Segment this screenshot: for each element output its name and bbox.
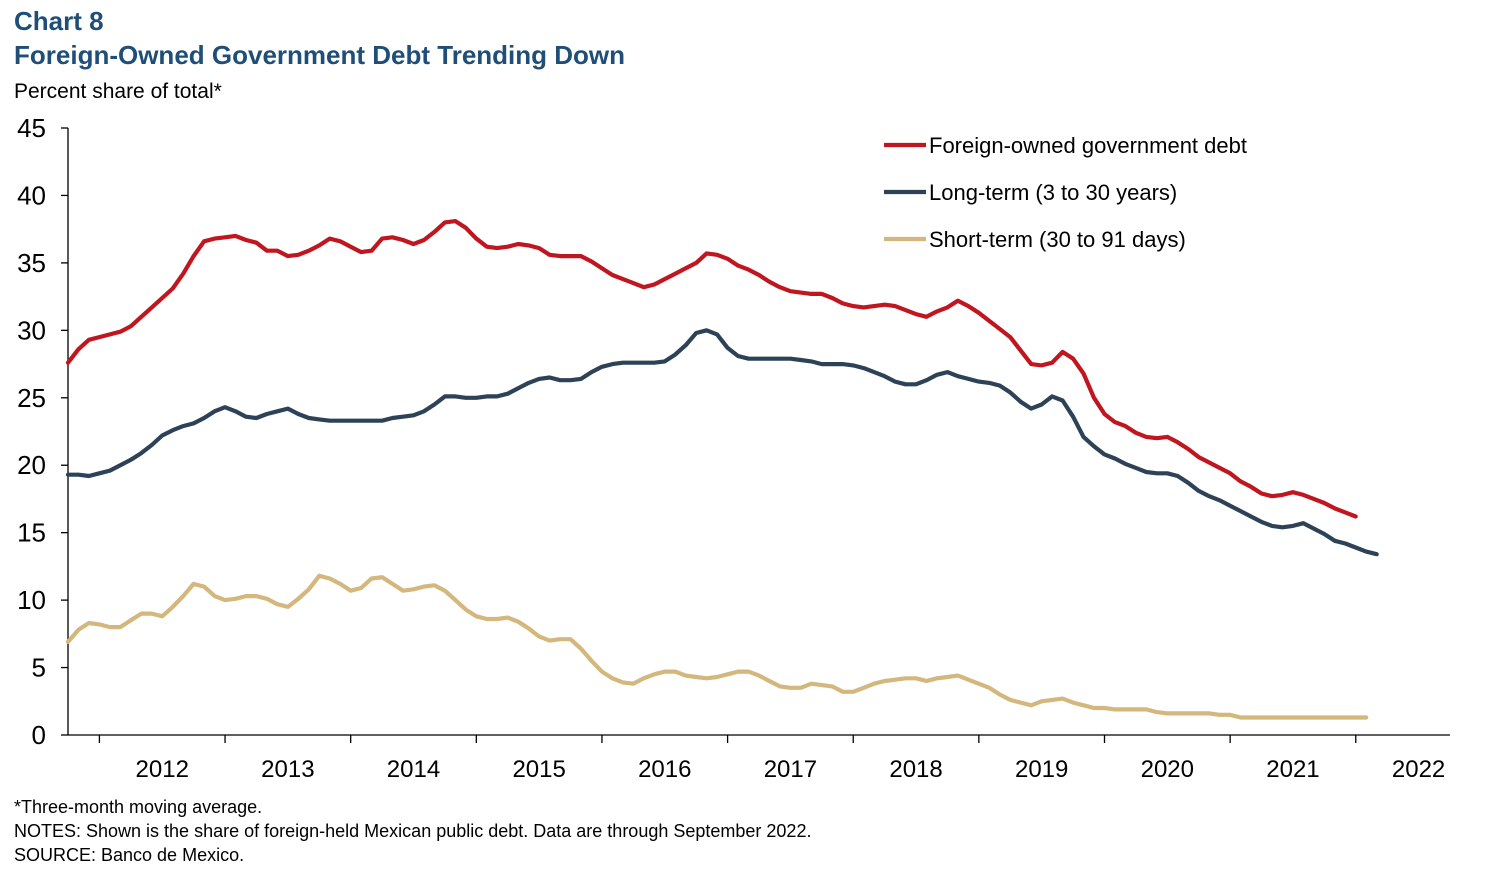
chart-title: Foreign-Owned Government Debt Trending D… [14, 40, 626, 70]
x-tick-label: 2021 [1266, 756, 1319, 783]
legend-label-short: Short-term (30 to 91 days) [929, 227, 1186, 252]
footnote-notes: NOTES: Shown is the share of foreign-hel… [14, 821, 812, 841]
legend: Foreign-owned government debt Long-term (… [884, 133, 1247, 252]
x-tick-label: 2012 [136, 756, 189, 783]
x-tick-label: 2022 [1392, 756, 1445, 783]
x-tick-label: 2015 [512, 756, 565, 783]
y-tick-label: 25 [17, 383, 46, 413]
series-line-long [65, 328, 1379, 557]
y-tick-label: 40 [17, 180, 46, 210]
chart-number: Chart 8 [14, 6, 104, 36]
legend-label-foreign: Foreign-owned government debt [929, 133, 1247, 158]
x-tick-label: 2020 [1141, 756, 1194, 783]
y-tick-label: 5 [32, 653, 46, 683]
x-tick-label: 2013 [261, 756, 314, 783]
x-tick-label: 2014 [387, 756, 440, 783]
y-tick-label: 35 [17, 248, 46, 278]
y-tick-label: 0 [32, 720, 46, 750]
x-tick-label: 2019 [1015, 756, 1068, 783]
y-tick-label: 45 [17, 113, 46, 143]
x-tick-label: 2017 [764, 756, 817, 783]
series-line-foreign [65, 219, 1358, 519]
footnote-moving-average: *Three-month moving average. [14, 797, 263, 817]
legend-label-long: Long-term (3 to 30 years) [929, 180, 1177, 205]
series-line-short [65, 573, 1369, 720]
footnote-source: SOURCE: Banco de Mexico. [14, 845, 245, 865]
y-tick-label: 30 [17, 315, 46, 345]
y-axis-unit-label: Percent share of total* [14, 80, 222, 103]
footnotes: *Three-month moving average. NOTES: Show… [14, 795, 811, 867]
y-tick-label: 20 [17, 450, 46, 480]
x-tick-label: 2016 [638, 756, 691, 783]
y-tick-label: 10 [17, 585, 46, 615]
y-tick-label: 15 [17, 518, 46, 548]
x-tick-label: 2018 [889, 756, 942, 783]
